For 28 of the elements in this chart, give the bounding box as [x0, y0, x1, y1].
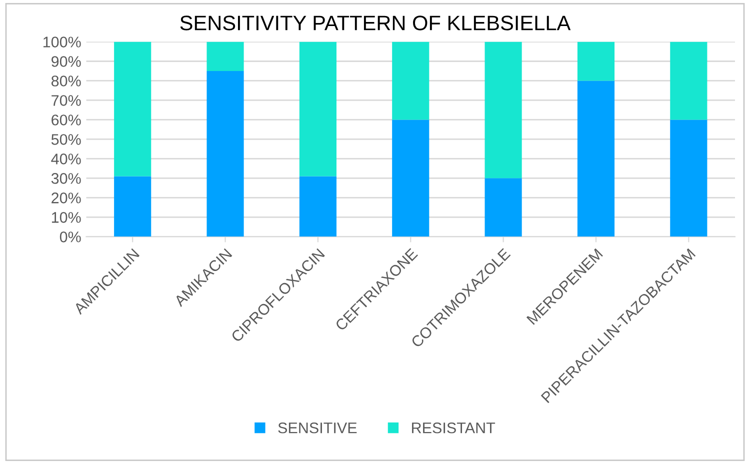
- bar: [299, 42, 336, 176]
- bar: [299, 176, 336, 237]
- y-tick-label: 50%: [51, 134, 81, 145]
- bar: [206, 70, 244, 237]
- bar: [114, 176, 152, 237]
- bar: [670, 120, 708, 237]
- y-tick-label: 80%: [51, 76, 81, 86]
- y-tick-label: 10%: [52, 212, 81, 223]
- bar: [577, 42, 615, 81]
- legend-label: RESISTANT: [412, 422, 496, 434]
- chart-title: SENSITIVITY PATTERN OF KLEBSIELLA: [180, 16, 571, 30]
- y-tick-label: 20%: [52, 192, 81, 204]
- bar: [392, 42, 430, 120]
- bar: [577, 80, 615, 237]
- y-tick-label: 0%: [60, 232, 81, 242]
- y-tick-label: 30%: [51, 173, 81, 184]
- bar: [206, 42, 244, 71]
- y-tick-label: 70%: [52, 95, 81, 106]
- bar: [484, 178, 522, 237]
- bar: [392, 120, 430, 237]
- bar: [114, 42, 152, 176]
- legend-label: SENSITIVE: [278, 422, 357, 434]
- bar: [484, 42, 522, 178]
- y-tick-label: 60%: [52, 114, 81, 126]
- y-tick-label: 40%: [51, 154, 81, 164]
- y-tick-label: 100%: [43, 36, 81, 48]
- bar: [670, 42, 708, 120]
- y-tick-label: 90%: [52, 56, 81, 67]
